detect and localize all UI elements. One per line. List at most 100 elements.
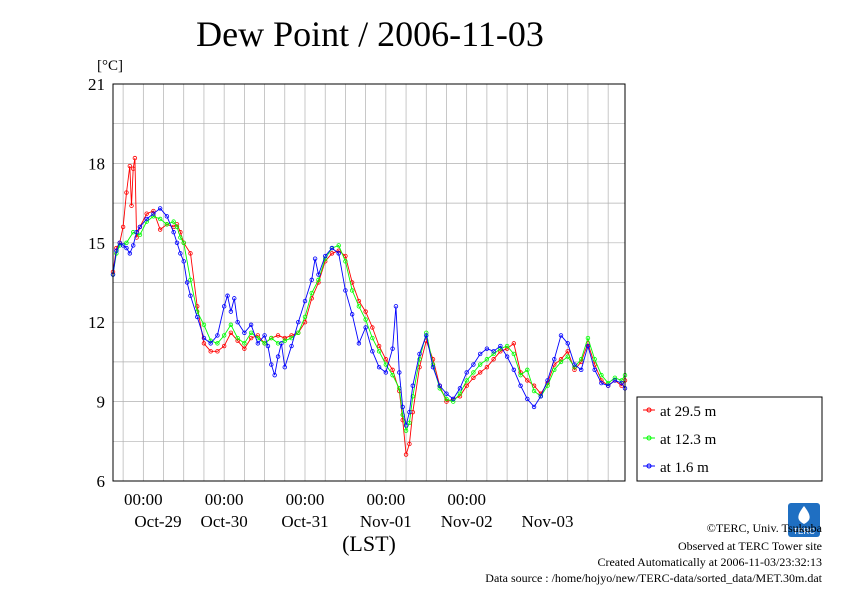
data-point — [127, 251, 133, 256]
series-1 — [110, 214, 628, 433]
data-point — [174, 240, 180, 245]
data-point — [235, 338, 240, 343]
data-point — [558, 357, 564, 362]
data-point — [184, 280, 190, 285]
copyright-text: ©TERC, Univ. Tsukuba — [707, 521, 823, 535]
plot-frame — [112, 83, 626, 482]
data-point — [215, 349, 220, 354]
data-point — [343, 259, 348, 264]
data-point — [518, 383, 523, 388]
data-point — [376, 343, 382, 349]
data-point — [171, 219, 176, 224]
data-point — [120, 224, 126, 230]
data-point — [511, 341, 517, 346]
data-point — [208, 341, 213, 346]
data-point — [403, 452, 409, 457]
data-point — [417, 357, 422, 362]
data-point — [363, 309, 368, 314]
legend-swatch-marker — [646, 407, 652, 413]
data-point — [370, 349, 375, 354]
data-point — [484, 364, 490, 370]
y-tick-label: 12 — [88, 313, 105, 332]
y-axis-unit: [°C] — [97, 58, 123, 74]
data-point — [265, 343, 271, 349]
observed-text: Observed at TERC Tower site — [678, 539, 822, 553]
data-point — [444, 399, 449, 404]
data-point — [572, 364, 577, 370]
legend-swatch-marker — [646, 463, 652, 469]
data-point — [349, 312, 355, 317]
data-point — [376, 349, 382, 354]
y-tick-label: 18 — [88, 154, 105, 173]
data-point — [174, 224, 180, 230]
data-point — [471, 375, 476, 380]
data-point — [343, 288, 348, 293]
data-point — [208, 349, 213, 354]
data-point — [221, 343, 227, 349]
data-point — [164, 214, 170, 219]
data-point — [124, 190, 129, 195]
data-point — [201, 322, 207, 328]
data-point — [572, 362, 577, 367]
data-point — [316, 277, 321, 283]
data-point — [178, 251, 183, 256]
y-ticks: 6 9 12 15 18 21 — [88, 75, 105, 491]
data-point — [363, 317, 368, 322]
data-point — [552, 357, 557, 362]
data-point — [228, 330, 234, 335]
data-point — [221, 333, 227, 338]
data-point — [164, 222, 170, 227]
data-point — [538, 394, 543, 399]
data-point — [605, 383, 611, 388]
x-tick-time: 00:00 — [205, 490, 244, 509]
data-point — [511, 351, 517, 357]
data-point — [157, 206, 163, 211]
data-point — [188, 293, 193, 298]
y-tick-label: 21 — [88, 75, 105, 94]
data-point — [248, 330, 254, 335]
data-point — [504, 343, 510, 349]
data-point — [356, 304, 362, 309]
x-axis-label: (LST) — [342, 531, 396, 556]
data-point — [444, 391, 449, 396]
x-tick-time: 00:00 — [447, 490, 486, 509]
data-point — [430, 364, 436, 370]
data-point — [612, 375, 618, 380]
legend: at 29.5 m at 12.3 m at 1.6 m — [643, 404, 717, 476]
data-point — [491, 349, 496, 354]
series-2 — [110, 206, 628, 428]
data-point — [201, 341, 207, 346]
data-point — [242, 341, 247, 346]
data-point — [464, 383, 469, 388]
data-point — [296, 330, 301, 335]
data-point — [269, 362, 274, 367]
data-point — [393, 304, 399, 309]
data-point — [565, 354, 570, 359]
data-point — [390, 367, 395, 373]
series-0 — [110, 155, 628, 457]
data-point — [144, 211, 149, 216]
grid — [113, 84, 625, 481]
data-point — [410, 383, 415, 388]
data-point — [336, 243, 341, 248]
x-tick-time: 00:00 — [124, 490, 163, 509]
data-point — [309, 277, 314, 283]
data-point — [558, 359, 564, 365]
data-point — [242, 330, 247, 335]
terc-logo-text: TERC — [793, 527, 815, 536]
data-point — [525, 378, 530, 383]
data-point — [235, 335, 240, 341]
data-point — [457, 391, 463, 396]
data-point — [120, 243, 126, 248]
data-point — [242, 346, 247, 351]
data-point — [451, 396, 456, 402]
data-point — [195, 304, 200, 309]
data-point — [131, 243, 136, 248]
series-line — [112, 215, 626, 433]
data-point — [558, 333, 564, 338]
x-tick-date: Nov-03 — [522, 512, 574, 531]
data-point — [552, 367, 557, 373]
data-point — [477, 351, 483, 357]
water-drop-icon — [798, 506, 810, 524]
